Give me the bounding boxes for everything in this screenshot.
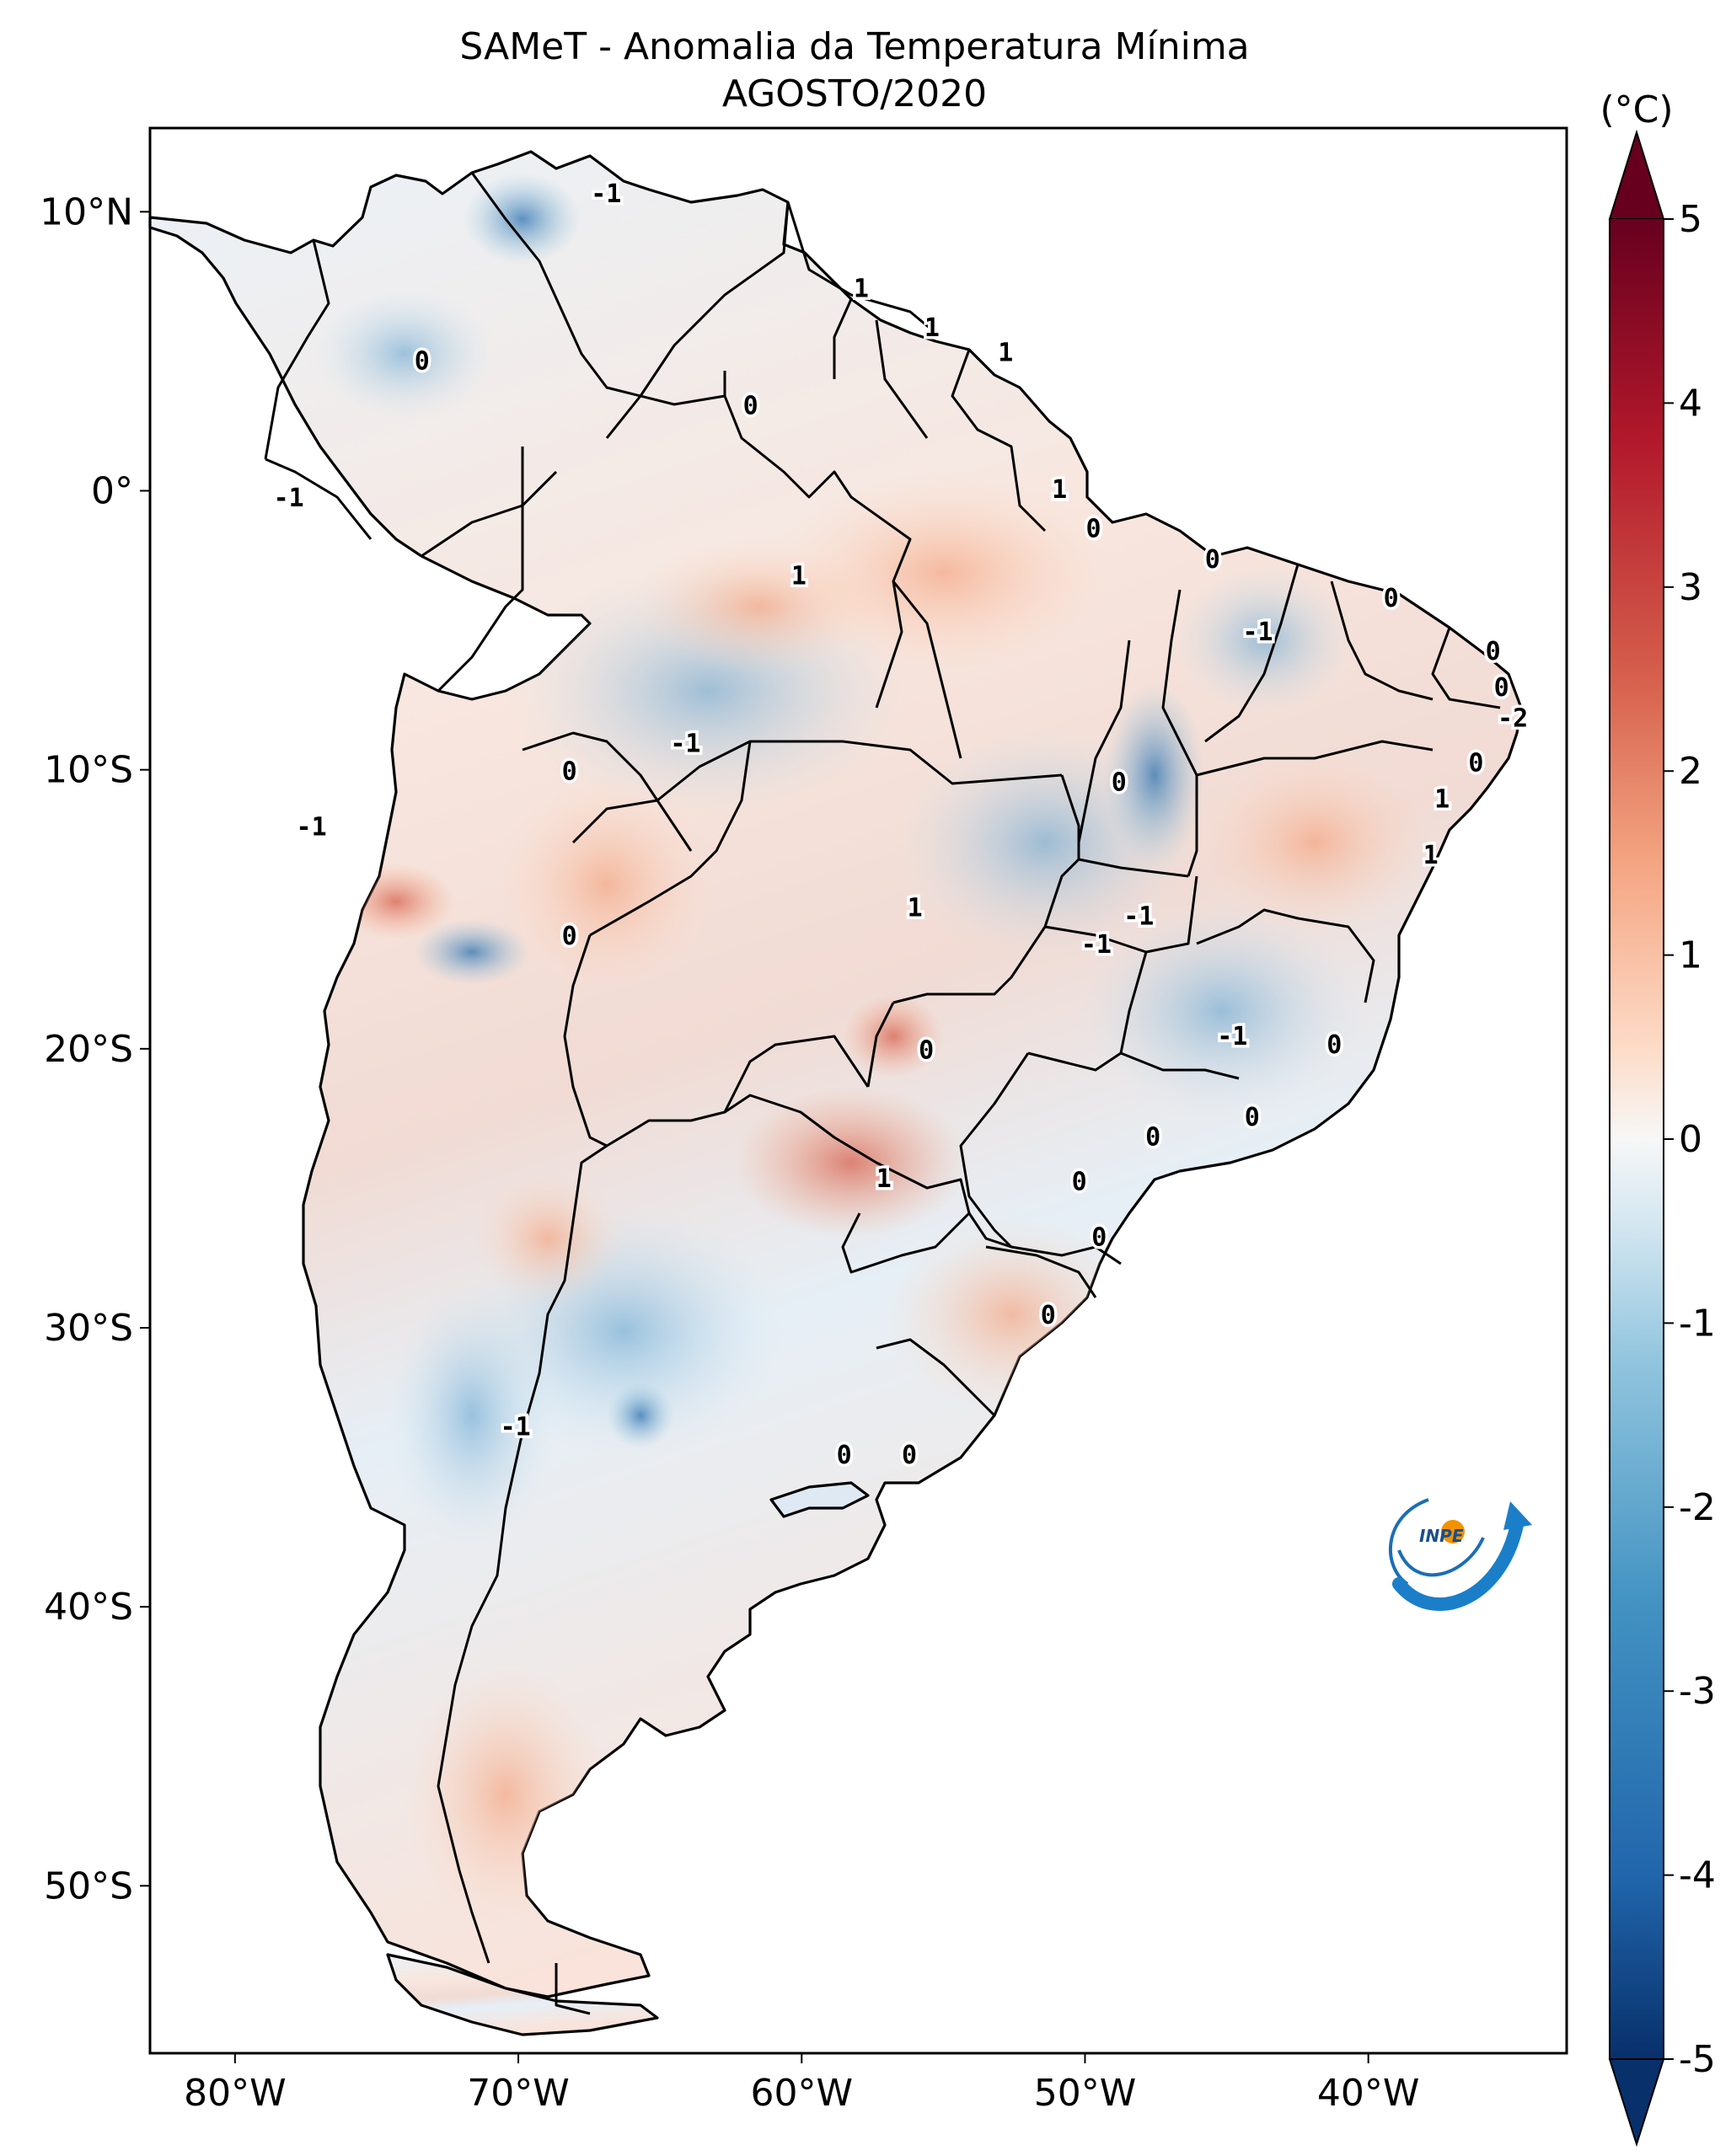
y-tick-label: 20°S bbox=[44, 1028, 133, 1071]
contour-label: 1 bbox=[1434, 785, 1450, 815]
logo-text: INPE bbox=[1419, 1526, 1464, 1546]
contour-label: 0 bbox=[743, 392, 758, 421]
contour-label: 0 bbox=[1486, 637, 1501, 666]
contour-label: 0 bbox=[1468, 749, 1483, 778]
contour-label: 0 bbox=[1091, 1223, 1107, 1253]
colorbar-unit-label: (°C) bbox=[1600, 88, 1673, 131]
x-tick-label: 60°W bbox=[751, 2072, 854, 2115]
x-tick-label: 40°W bbox=[1317, 2072, 1420, 2115]
y-tick-label: 10°S bbox=[44, 749, 133, 792]
contour-label: 0 bbox=[1245, 1103, 1260, 1132]
colorbar-tick-label: -3 bbox=[1679, 1670, 1716, 1713]
contour-label: 0 bbox=[1326, 1030, 1342, 1060]
colorbar-tick-label: 3 bbox=[1679, 566, 1702, 609]
colorbar-max-extend bbox=[1608, 129, 1665, 220]
colorbar-tick-label: 4 bbox=[1679, 382, 1702, 425]
contour-label: -1 bbox=[1217, 1022, 1247, 1051]
contour-label: -1 bbox=[670, 729, 700, 758]
contour-label: 1 bbox=[791, 562, 807, 591]
colorbar: (°C) 5 4 3 2 1 0 -1 -2 -3 -4 -5 bbox=[1600, 88, 1716, 2148]
logo-arc-icon bbox=[1389, 1498, 1429, 1586]
y-tick-label: 50°S bbox=[44, 1864, 133, 1907]
y-tick-label: 0° bbox=[91, 470, 133, 513]
contour-label: 0 bbox=[415, 347, 430, 377]
colorbar-tick-label: -5 bbox=[1679, 2038, 1716, 2081]
contour-label: 1 bbox=[998, 339, 1013, 368]
contour-label: 0 bbox=[1384, 584, 1399, 613]
contour-label: 0 bbox=[1145, 1122, 1160, 1152]
colorbar-tick-label: 5 bbox=[1679, 198, 1702, 241]
y-tick-label: 40°S bbox=[44, 1586, 133, 1629]
contour-label: 1 bbox=[924, 313, 940, 343]
contour-label: -2 bbox=[1498, 704, 1528, 734]
x-tick-label: 50°W bbox=[1034, 2072, 1137, 2115]
colorbar-tick-label: 0 bbox=[1679, 1118, 1702, 1161]
contour-label: 0 bbox=[1205, 545, 1220, 575]
colorbar-min-extend bbox=[1608, 2058, 1665, 2148]
y-tick-label: 30°S bbox=[44, 1307, 133, 1350]
contour-label: 1 bbox=[1052, 475, 1067, 505]
contour-label: 1 bbox=[1423, 841, 1439, 870]
contour-label: 1 bbox=[908, 894, 923, 923]
contour-label: -1 bbox=[591, 179, 621, 209]
contour-label: 0 bbox=[562, 757, 577, 787]
political-borders bbox=[264, 172, 1501, 2015]
contour-label: 0 bbox=[1072, 1167, 1087, 1196]
x-tick-label: 70°W bbox=[467, 2072, 570, 2115]
contour-label: 0 bbox=[1494, 673, 1509, 703]
y-axis: 10°N 0° 10°S 20°S 30°S 40°S 50°S bbox=[40, 190, 150, 1907]
contour-label: 0 bbox=[902, 1441, 917, 1470]
contour-label: 1 bbox=[876, 1164, 892, 1194]
contour-label: 1 bbox=[854, 275, 869, 304]
contour-label: -1 bbox=[297, 813, 327, 843]
contour-label: -1 bbox=[274, 484, 304, 513]
colorbar-tick-label: 1 bbox=[1679, 934, 1702, 977]
colorbar-tick-label: 2 bbox=[1679, 750, 1702, 793]
contour-label: 0 bbox=[1041, 1301, 1056, 1330]
colorbar-tick-label: -1 bbox=[1679, 1302, 1716, 1345]
contour-label: 0 bbox=[562, 922, 577, 951]
map-subtitle: AGOSTO/2020 bbox=[722, 72, 987, 115]
contour-label: -1 bbox=[1081, 930, 1112, 960]
colorbar-scale bbox=[1610, 219, 1664, 2059]
x-tick-label: 80°W bbox=[184, 2072, 287, 2115]
map-title: SAMeT - Anomalia da Temperatura Mínima bbox=[459, 25, 1249, 68]
contour-label: 0 bbox=[1085, 514, 1101, 543]
contour-label: -1 bbox=[1242, 618, 1273, 647]
contour-label: 0 bbox=[919, 1036, 934, 1066]
contour-label: -1 bbox=[501, 1413, 531, 1442]
inpe-logo: INPE bbox=[1389, 1498, 1532, 1612]
x-axis: 80°W 70°W 60°W 50°W 40°W bbox=[184, 2053, 1419, 2115]
contour-label: 0 bbox=[837, 1441, 852, 1470]
y-tick-label: 10°N bbox=[40, 190, 133, 233]
colorbar-tick-label: -2 bbox=[1679, 1486, 1716, 1529]
contour-label: 0 bbox=[1112, 768, 1127, 798]
colorbar-tick-label: -4 bbox=[1679, 1854, 1716, 1897]
contour-label: -1 bbox=[1123, 902, 1154, 932]
